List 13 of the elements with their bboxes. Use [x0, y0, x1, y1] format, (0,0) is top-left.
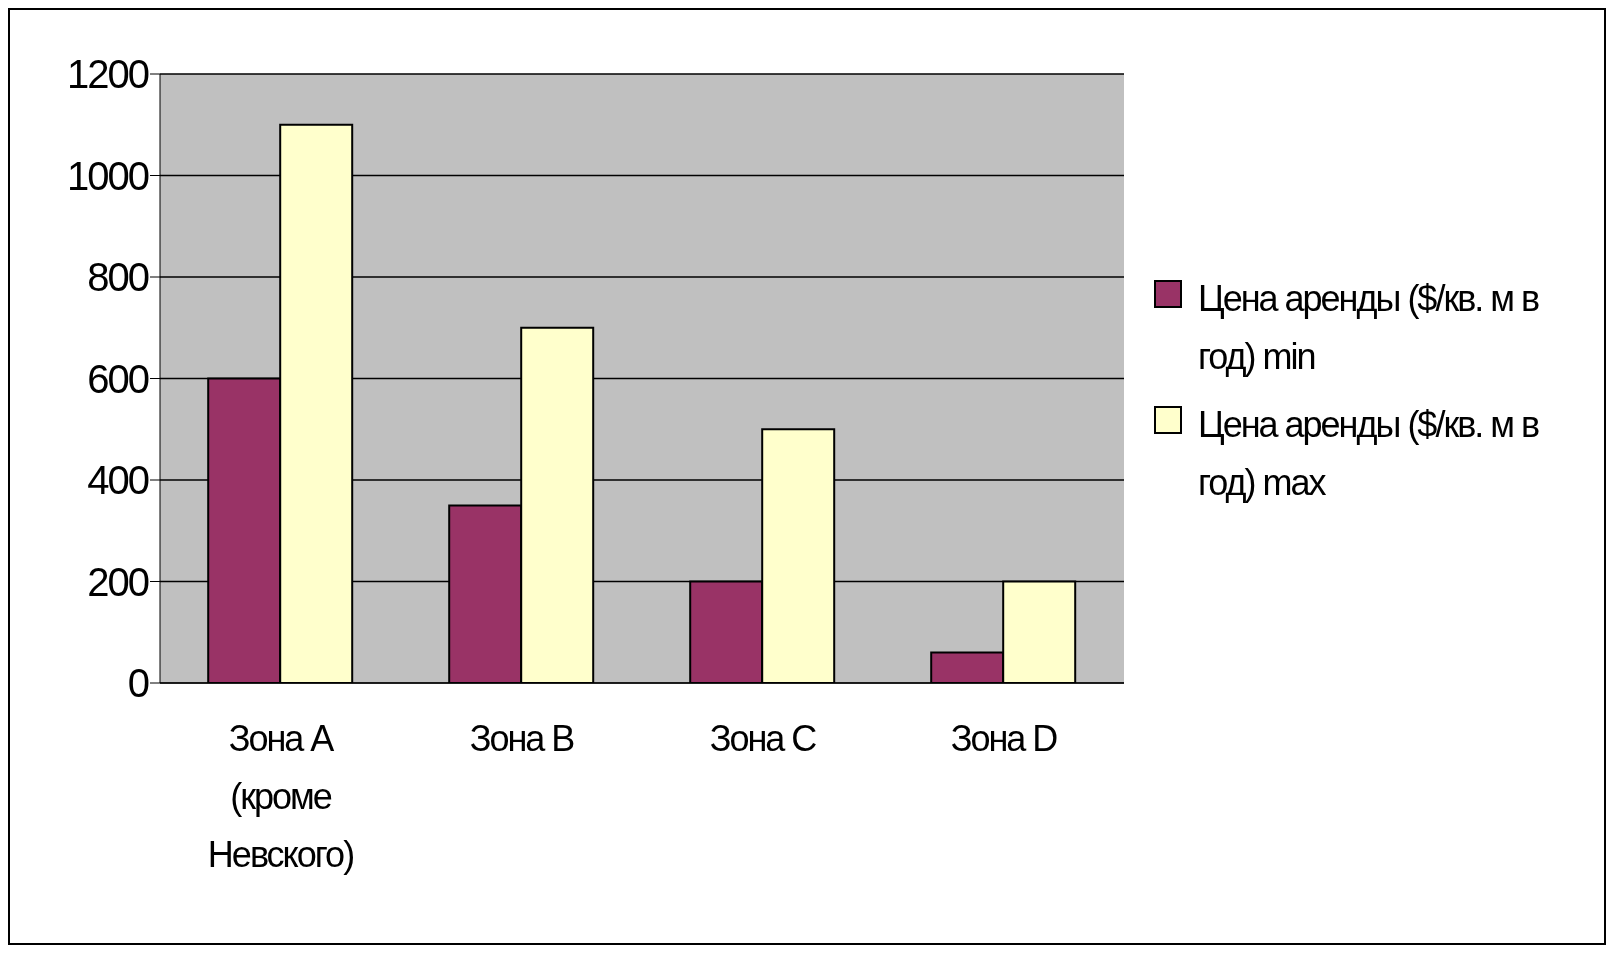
y-tick-label: 1000 — [67, 153, 149, 198]
y-tick-label: 0 — [127, 661, 149, 706]
y-tick-label: 600 — [87, 356, 149, 401]
legend-label: Цена аренды ($/кв. м в год) min — [1198, 277, 1540, 379]
legend-label: Цена аренды ($/кв. м в год) max — [1198, 403, 1540, 505]
x-tick-label: Зона B — [469, 718, 575, 759]
y-tick-label: 800 — [87, 255, 149, 300]
y-tick-label: 200 — [87, 559, 149, 604]
x-tick-label: Зона C — [709, 718, 817, 759]
x-tick-label: Зона A (кроме Невского) — [207, 718, 354, 875]
y-tick-label: 400 — [87, 458, 149, 503]
y-tick-label: 1200 — [67, 52, 149, 97]
x-tick-label: Зона D — [950, 718, 1058, 759]
